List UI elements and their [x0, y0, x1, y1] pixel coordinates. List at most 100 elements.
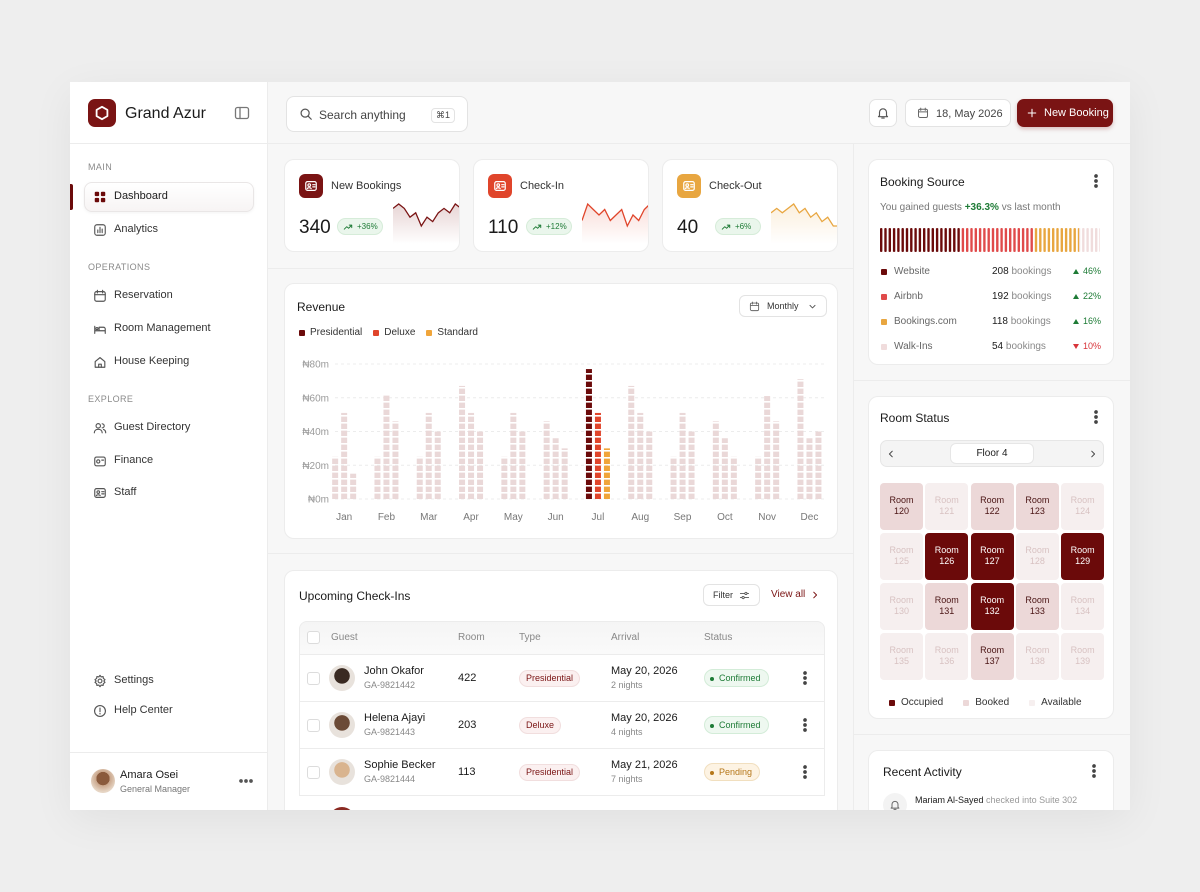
icon-shape [809, 304, 816, 309]
checkbox[interactable] [307, 672, 320, 685]
nav-item[interactable]: Room Management [114, 322, 211, 334]
room-cell[interactable]: Room 139 [1061, 633, 1105, 680]
period-dropdown[interactable]: Monthly [739, 295, 827, 317]
guest-avatar [329, 712, 355, 738]
checkbox[interactable] [307, 766, 320, 779]
notification-button[interactable] [869, 99, 897, 127]
nav-item[interactable]: Analytics [114, 223, 159, 235]
legend-swatch [426, 330, 433, 336]
bar [434, 431, 441, 499]
guest-avatar [329, 665, 355, 691]
room-cell[interactable]: Room 138 [1015, 633, 1059, 680]
icon [94, 488, 106, 498]
icon [1092, 764, 1096, 778]
room-word: Room [980, 495, 1005, 505]
room-cell[interactable]: Room 136 [925, 633, 969, 680]
room-number: 125 [893, 556, 910, 566]
icon [94, 705, 106, 717]
icon-shape [741, 596, 745, 600]
bar [332, 456, 339, 499]
icon-shape [495, 184, 505, 190]
nav-item[interactable]: Dashboard [114, 190, 168, 202]
source-segment [1079, 228, 1100, 252]
nav-item[interactable]: Reservation [114, 289, 173, 301]
room-cell[interactable]: Room 134 [1061, 583, 1105, 630]
revenue-chart: ₦0m ₦20m ₦40m ₦60m ₦80m Jan Feb Mar Apr May Jun Jul… [302, 360, 827, 523]
room-cell[interactable]: Room 124 [1061, 483, 1105, 530]
nav-item[interactable]: House Keeping [114, 355, 190, 367]
room-cell[interactable]: Room 123 [1015, 483, 1059, 530]
legend-swatch [299, 330, 305, 336]
activity-detail: checked into Suite 302 [986, 795, 1078, 805]
icon-shape [93, 423, 107, 434]
nav-section-title: MAIN [88, 162, 113, 172]
icon [1094, 410, 1098, 424]
icon-shape [813, 591, 818, 599]
new-booking-button[interactable]: New Booking [1017, 99, 1113, 127]
room-cell[interactable]: Room 131 [925, 583, 969, 630]
room-cell[interactable]: Room 121 [925, 483, 969, 530]
view-all-link[interactable]: View all [771, 589, 806, 600]
source-change: 22% [1082, 291, 1101, 301]
table-row [299, 749, 825, 796]
icon-shape [494, 181, 506, 191]
bar [383, 394, 390, 499]
x-tick-label: Jun [548, 512, 564, 523]
change-text: +6% [735, 222, 752, 231]
room-cell[interactable]: Room 120 [880, 483, 923, 530]
checkbox[interactable] [307, 631, 320, 644]
icon [890, 800, 900, 810]
room-cell[interactable]: Room 122 [970, 483, 1014, 530]
icon-shape [739, 591, 750, 600]
room-cell[interactable]: Room 129 [1061, 533, 1105, 580]
icon-shape [1091, 450, 1096, 458]
arrival-date: May 20, 2026 [611, 712, 678, 724]
icon [494, 181, 506, 191]
legend-swatch [1029, 700, 1036, 706]
change-arrow [1073, 344, 1079, 349]
icon-shape [918, 107, 928, 118]
room-cell[interactable]: Room 125 [880, 533, 923, 580]
icon-shape [890, 800, 900, 809]
nav-item[interactable]: Staff [114, 486, 137, 498]
bar [510, 412, 517, 499]
room-cell[interactable]: Room 126 [925, 533, 969, 580]
date-picker[interactable]: 18, May 2026 [905, 99, 1011, 127]
bar [815, 431, 822, 499]
room-cell[interactable]: Room 132 [970, 583, 1014, 630]
room-word: Room [980, 645, 1005, 655]
room-cell[interactable]: Room 130 [880, 583, 923, 630]
table-header [299, 621, 825, 655]
change-chip: +6% [715, 218, 761, 235]
bar [459, 385, 466, 499]
icon [305, 181, 317, 191]
room-number: 123 [1029, 506, 1045, 516]
legend-label: Deluxe [384, 327, 416, 338]
stat-icon [677, 174, 701, 198]
room-cell[interactable]: Room 135 [880, 633, 923, 680]
nav-item[interactable]: Finance [114, 454, 154, 466]
room-cell[interactable]: Room 137 [970, 633, 1014, 680]
nav-item[interactable]: Settings [114, 674, 154, 686]
source-segment [1033, 228, 1080, 252]
bar [561, 448, 568, 499]
nav-item[interactable]: Help Center [114, 704, 173, 716]
room-word: Room [934, 595, 959, 605]
room-cell[interactable]: Room 133 [1015, 583, 1059, 630]
icon-shape [95, 491, 105, 497]
nav-active-bg [84, 182, 254, 212]
filter-button[interactable]: Filter [703, 584, 760, 606]
icon-shape [95, 105, 109, 121]
icon-shape [94, 456, 106, 467]
room-cell[interactable]: Room 128 [1015, 533, 1059, 580]
search-placeholder: Search anything [319, 108, 406, 122]
checkbox[interactable] [307, 719, 320, 732]
search-box[interactable]: Search anything ⌘1 [286, 96, 468, 132]
icon-shape [803, 728, 807, 732]
room-cell[interactable]: Room 127 [970, 533, 1014, 580]
room-number: 128 [1029, 556, 1045, 566]
sidebar: Grand Azur MAIN Dashboard Analytics OPERATIO… [70, 82, 268, 810]
nav-item[interactable]: Guest Directory [114, 421, 191, 433]
icon-shape [100, 197, 106, 203]
room-word: Room [1070, 545, 1095, 555]
